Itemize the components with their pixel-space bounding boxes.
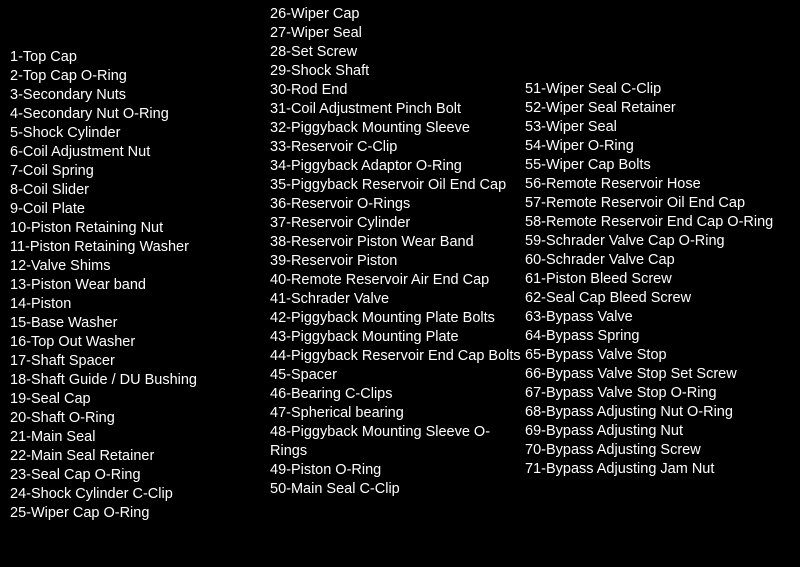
- parts-list-item: 7-Coil Spring: [10, 162, 270, 181]
- parts-list-item: 52-Wiper Seal Retainer: [525, 99, 785, 118]
- parts-list-item: 19-Seal Cap: [10, 390, 270, 409]
- parts-list-item: 41-Schrader Valve: [270, 290, 525, 309]
- parts-list-item: 68-Bypass Adjusting Nut O-Ring: [525, 403, 785, 422]
- parts-list-item: 53-Wiper Seal: [525, 118, 785, 137]
- parts-list-item: 9-Coil Plate: [10, 200, 270, 219]
- parts-list-item: 17-Shaft Spacer: [10, 352, 270, 371]
- parts-list-item: 20-Shaft O-Ring: [10, 409, 270, 428]
- parts-list-item: 63-Bypass Valve: [525, 308, 785, 327]
- parts-list-item: 16-Top Out Washer: [10, 333, 270, 352]
- parts-list-item: 66-Bypass Valve Stop Set Screw: [525, 365, 785, 384]
- parts-list-item: 61-Piston Bleed Screw: [525, 270, 785, 289]
- parts-list-item: 44-Piggyback Reservoir End Cap Bolts: [270, 347, 525, 366]
- parts-list-item: 57-Remote Reservoir Oil End Cap: [525, 194, 785, 213]
- parts-list-item: 30-Rod End: [270, 81, 525, 100]
- parts-list-item: 55-Wiper Cap Bolts: [525, 156, 785, 175]
- parts-list-item: 40-Remote Reservoir Air End Cap: [270, 271, 525, 290]
- parts-list-item: 54-Wiper O-Ring: [525, 137, 785, 156]
- parts-list-item: 49-Piston O-Ring: [270, 461, 525, 480]
- parts-list-item: 32-Piggyback Mounting Sleeve: [270, 119, 525, 138]
- parts-list-item: 31-Coil Adjustment Pinch Bolt: [270, 100, 525, 119]
- column-3: 51-Wiper Seal C-Clip52-Wiper Seal Retain…: [525, 30, 785, 523]
- parts-list-item: 67-Bypass Valve Stop O-Ring: [525, 384, 785, 403]
- parts-list-item: 3-Secondary Nuts: [10, 86, 270, 105]
- parts-list-item: 24-Shock Cylinder C-Clip: [10, 485, 270, 504]
- parts-list-item: 35-Piggyback Reservoir Oil End Cap: [270, 176, 525, 195]
- parts-list-item: 38-Reservoir Piston Wear Band: [270, 233, 525, 252]
- parts-list-item: 22-Main Seal Retainer: [10, 447, 270, 466]
- parts-list-item: 23-Seal Cap O-Ring: [10, 466, 270, 485]
- parts-list-item: 28-Set Screw: [270, 43, 525, 62]
- parts-list-item: 71-Bypass Adjusting Jam Nut: [525, 460, 785, 479]
- parts-list-item: 1-Top Cap: [10, 48, 270, 67]
- parts-list-item: 64-Bypass Spring: [525, 327, 785, 346]
- parts-list-item: 42-Piggyback Mounting Plate Bolts: [270, 309, 525, 328]
- parts-list-item: 59-Schrader Valve Cap O-Ring: [525, 232, 785, 251]
- parts-list-item: 65-Bypass Valve Stop: [525, 346, 785, 365]
- parts-list-item: 2-Top Cap O-Ring: [10, 67, 270, 86]
- parts-list-item: 14-Piston: [10, 295, 270, 314]
- parts-list-item: 43-Piggyback Mounting Plate: [270, 328, 525, 347]
- parts-list-item: 69-Bypass Adjusting Nut: [525, 422, 785, 441]
- parts-list-item: 50-Main Seal C-Clip: [270, 480, 525, 499]
- parts-list-item: 45-Spacer: [270, 366, 525, 385]
- parts-list-item: 56-Remote Reservoir Hose: [525, 175, 785, 194]
- parts-list-item: 39-Reservoir Piston: [270, 252, 525, 271]
- parts-list-item: 33-Reservoir C-Clip: [270, 138, 525, 157]
- parts-list-item: 36-Reservoir O-Rings: [270, 195, 525, 214]
- parts-list-item: 60-Schrader Valve Cap: [525, 251, 785, 270]
- parts-list-item: 70-Bypass Adjusting Screw: [525, 441, 785, 460]
- parts-list-item: 29-Shock Shaft: [270, 62, 525, 81]
- parts-list-item: 25-Wiper Cap O-Ring: [10, 504, 270, 523]
- parts-list-item: 48-Piggyback Mounting Sleeve O-Rings: [270, 423, 525, 461]
- parts-list-item: 27-Wiper Seal: [270, 24, 525, 43]
- parts-list-item: 34-Piggyback Adaptor O-Ring: [270, 157, 525, 176]
- parts-list-item: 46-Bearing C-Clips: [270, 385, 525, 404]
- column-2: 26-Wiper Cap27-Wiper Seal28-Set Screw29-…: [270, 5, 525, 523]
- parts-list-item: 37-Reservoir Cylinder: [270, 214, 525, 233]
- parts-list-item: 13-Piston Wear band: [10, 276, 270, 295]
- parts-list-item: 18-Shaft Guide / DU Bushing: [10, 371, 270, 390]
- parts-list-item: 21-Main Seal: [10, 428, 270, 447]
- parts-list-item: 58-Remote Reservoir End Cap O-Ring: [525, 213, 785, 232]
- parts-list-item: 11-Piston Retaining Washer: [10, 238, 270, 257]
- parts-list-item: 10-Piston Retaining Nut: [10, 219, 270, 238]
- column-1: 1-Top Cap2-Top Cap O-Ring3-Secondary Nut…: [10, 30, 270, 523]
- parts-list-item: 8-Coil Slider: [10, 181, 270, 200]
- parts-list-item: 4-Secondary Nut O-Ring: [10, 105, 270, 124]
- parts-list-item: 15-Base Washer: [10, 314, 270, 333]
- parts-list-item: 26-Wiper Cap: [270, 5, 525, 24]
- parts-list-item: 6-Coil Adjustment Nut: [10, 143, 270, 162]
- parts-list-item: 12-Valve Shims: [10, 257, 270, 276]
- parts-list-item: 62-Seal Cap Bleed Screw: [525, 289, 785, 308]
- parts-list-item: 51-Wiper Seal C-Clip: [525, 80, 785, 99]
- parts-list-item: 5-Shock Cylinder: [10, 124, 270, 143]
- parts-list-item: 47-Spherical bearing: [270, 404, 525, 423]
- parts-list-container: 1-Top Cap2-Top Cap O-Ring3-Secondary Nut…: [0, 0, 800, 533]
